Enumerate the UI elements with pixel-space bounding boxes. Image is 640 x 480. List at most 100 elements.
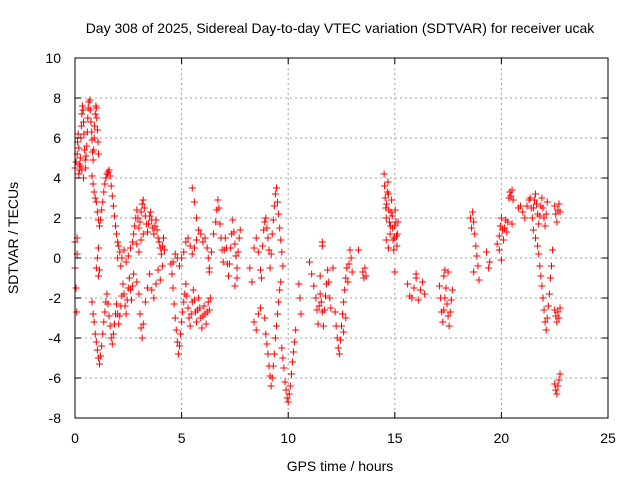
data-point	[151, 222, 159, 230]
data-point	[156, 276, 164, 284]
data-point	[532, 190, 540, 198]
data-point	[266, 264, 274, 272]
data-point	[169, 284, 177, 292]
data-point	[359, 268, 367, 276]
x-tick-label: 0	[71, 430, 79, 446]
data-point	[120, 246, 128, 254]
data-point	[236, 226, 244, 234]
data-point	[115, 242, 123, 250]
data-point	[436, 282, 444, 290]
data-point	[100, 318, 108, 326]
data-point	[416, 286, 424, 294]
data-point	[190, 296, 198, 304]
data-point	[501, 224, 509, 232]
data-point	[139, 320, 147, 328]
y-tick-labels: -8 -6 -4 -2 0 2 4 6 8 10	[45, 50, 61, 426]
data-point	[178, 318, 186, 326]
data-point	[140, 204, 148, 212]
data-point	[171, 250, 179, 258]
data-point	[474, 262, 482, 270]
data-point	[264, 234, 272, 242]
data-point	[81, 156, 89, 164]
data-point	[215, 204, 223, 212]
data-point	[89, 156, 97, 164]
data-point	[497, 214, 505, 222]
data-point	[556, 304, 564, 312]
data-point	[78, 166, 86, 174]
y-tick-label: 10	[45, 50, 61, 66]
data-point	[121, 302, 129, 310]
data-point	[231, 282, 239, 290]
data-point	[161, 246, 169, 254]
data-point	[482, 248, 490, 256]
data-point	[175, 262, 183, 270]
data-point	[105, 312, 113, 320]
data-point	[384, 190, 392, 198]
data-point	[274, 310, 282, 318]
data-point	[540, 214, 548, 222]
data-point	[280, 364, 288, 372]
data-point	[486, 258, 494, 266]
data-point	[133, 240, 141, 248]
data-point	[202, 320, 210, 328]
data-point	[76, 154, 84, 162]
data-point	[119, 280, 127, 288]
data-point	[87, 118, 95, 126]
data-point	[98, 342, 106, 350]
data-point	[448, 286, 456, 294]
data-point	[84, 114, 92, 122]
data-point	[80, 118, 88, 126]
data-point	[116, 312, 124, 320]
data-point	[508, 186, 516, 194]
data-point	[206, 294, 214, 302]
data-point	[443, 300, 451, 308]
y-tick-label: -6	[49, 370, 62, 386]
data-point	[284, 398, 292, 406]
data-point	[94, 138, 102, 146]
data-point	[271, 190, 279, 198]
data-point	[556, 370, 564, 378]
data-point	[252, 326, 260, 334]
data-point	[441, 294, 449, 302]
data-point	[542, 210, 550, 218]
data-point	[281, 378, 289, 386]
data-point	[93, 208, 101, 216]
data-point	[362, 272, 370, 280]
data-point	[106, 322, 114, 330]
data-point	[306, 258, 314, 266]
data-point	[272, 184, 280, 192]
data-point	[159, 234, 167, 242]
data-point	[136, 310, 144, 318]
data-point	[114, 238, 122, 246]
data-point	[534, 242, 542, 250]
data-point	[78, 102, 86, 110]
data-point	[327, 304, 335, 312]
data-point	[186, 322, 194, 330]
data-point	[256, 266, 264, 274]
data-point	[546, 274, 554, 282]
data-point	[275, 298, 283, 306]
data-point	[110, 212, 118, 220]
data-point	[521, 214, 529, 222]
x-tick-label: 5	[178, 430, 186, 446]
data-point	[109, 330, 117, 338]
data-point	[297, 310, 305, 318]
data-point	[157, 250, 165, 258]
data-point	[96, 360, 104, 368]
data-point	[190, 244, 198, 252]
data-point	[277, 278, 285, 286]
data-point	[404, 280, 412, 288]
data-point	[361, 264, 369, 272]
data-point	[210, 230, 218, 238]
data-point	[154, 266, 162, 274]
data-point	[109, 202, 117, 210]
data-point	[329, 264, 337, 272]
data-point	[473, 252, 481, 260]
data-point	[145, 220, 153, 228]
data-point	[135, 248, 143, 256]
data-point	[539, 294, 547, 302]
data-point	[394, 218, 402, 226]
data-point	[530, 196, 538, 204]
data-point	[267, 250, 275, 258]
data-point	[193, 318, 201, 326]
